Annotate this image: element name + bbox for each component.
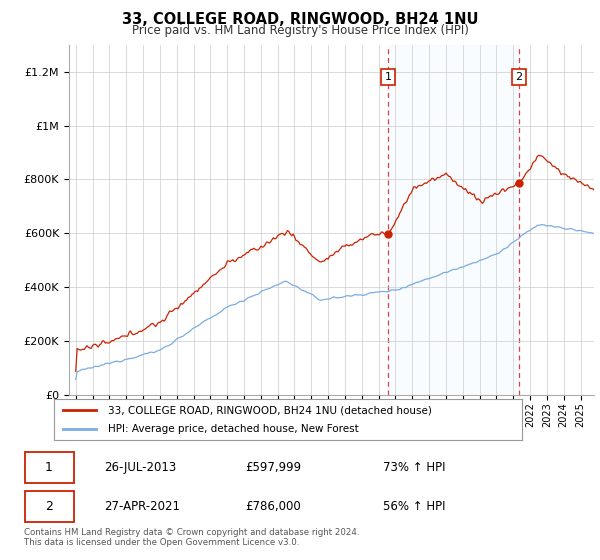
Text: £786,000: £786,000 <box>245 500 301 513</box>
Text: £597,999: £597,999 <box>245 460 301 474</box>
Text: 2: 2 <box>515 72 522 82</box>
Text: 1: 1 <box>385 72 392 82</box>
Text: Contains HM Land Registry data © Crown copyright and database right 2024.
This d: Contains HM Land Registry data © Crown c… <box>24 528 359 547</box>
Text: 73% ↑ HPI: 73% ↑ HPI <box>383 460 445 474</box>
Bar <box>388 45 518 395</box>
Text: 26-JUL-2013: 26-JUL-2013 <box>104 460 176 474</box>
Text: 1: 1 <box>45 460 53 474</box>
Text: 2: 2 <box>45 500 53 513</box>
Text: Price paid vs. HM Land Registry's House Price Index (HPI): Price paid vs. HM Land Registry's House … <box>131 24 469 36</box>
FancyBboxPatch shape <box>25 452 74 483</box>
Text: 33, COLLEGE ROAD, RINGWOOD, BH24 1NU (detached house): 33, COLLEGE ROAD, RINGWOOD, BH24 1NU (de… <box>108 405 431 415</box>
Text: 27-APR-2021: 27-APR-2021 <box>104 500 180 513</box>
Text: HPI: Average price, detached house, New Forest: HPI: Average price, detached house, New … <box>108 424 359 433</box>
Text: 56% ↑ HPI: 56% ↑ HPI <box>383 500 445 513</box>
Text: 33, COLLEGE ROAD, RINGWOOD, BH24 1NU: 33, COLLEGE ROAD, RINGWOOD, BH24 1NU <box>122 12 478 27</box>
FancyBboxPatch shape <box>25 491 74 522</box>
